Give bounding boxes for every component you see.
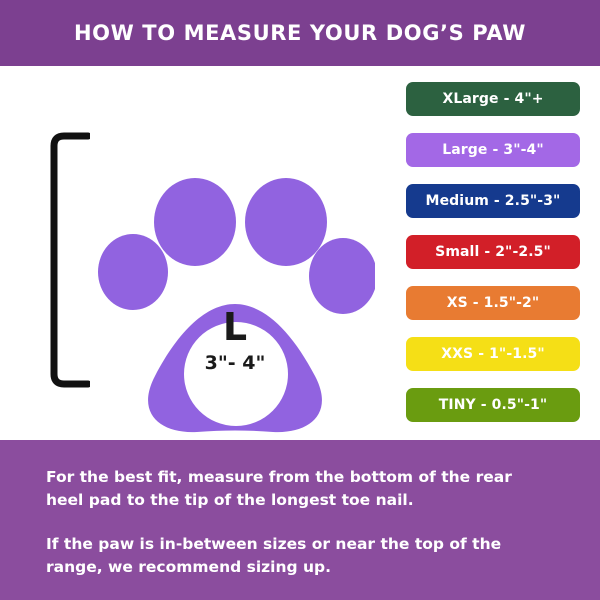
paw-size-range: 3"- 4" — [204, 352, 266, 374]
legend-badge-large[interactable]: Large - 3"-4" — [406, 133, 580, 167]
illustration-stage: L 3"- 4" XLarge - 4"+ Large - 3"-4" Medi… — [0, 66, 600, 440]
paw-illustration: L 3"- 4" — [95, 126, 375, 436]
legend-badge-xlarge[interactable]: XLarge - 4"+ — [406, 82, 580, 116]
heel-pad-cutout — [184, 322, 288, 426]
toe-pad-outer-left — [98, 234, 168, 310]
toe-pad-inner-left — [154, 178, 236, 266]
footer-panel: For the best fit, measure from the botto… — [0, 440, 600, 600]
legend-badge-medium[interactable]: Medium - 2.5"-3" — [406, 184, 580, 218]
size-legend: XLarge - 4"+ Large - 3"-4" Medium - 2.5"… — [406, 82, 580, 422]
page-title: HOW TO MEASURE YOUR DOG’S PAW — [73, 21, 526, 45]
measurement-bracket — [50, 130, 90, 390]
legend-badge-xs[interactable]: XS - 1.5"-2" — [406, 286, 580, 320]
paw-size-letter: L — [222, 305, 248, 349]
toe-pad-outer-right — [309, 238, 375, 314]
footer-paragraph-2: If the paw is in-between sizes or near t… — [46, 534, 502, 576]
legend-badge-tiny[interactable]: TINY - 0.5"-1" — [406, 388, 580, 422]
header-banner: HOW TO MEASURE YOUR DOG’S PAW — [0, 0, 600, 66]
legend-badge-small[interactable]: Small - 2"-2.5" — [406, 235, 580, 269]
footer-paragraph-1: For the best fit, measure from the botto… — [46, 468, 512, 510]
toe-pad-inner-right — [245, 178, 327, 266]
legend-badge-xxs[interactable]: XXS - 1"-1.5" — [406, 337, 580, 371]
